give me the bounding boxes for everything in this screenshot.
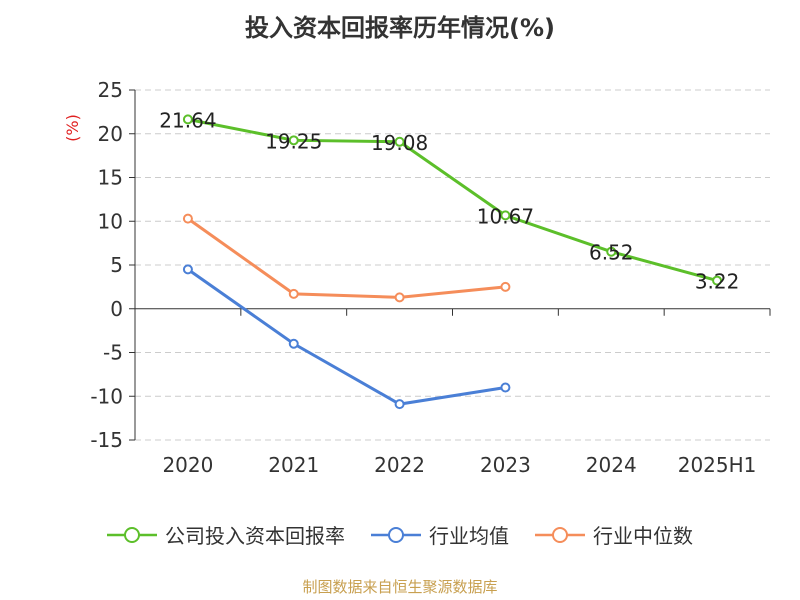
data-label: 3.22 xyxy=(695,270,740,294)
legend-swatch-company-roic xyxy=(107,526,157,543)
data-point xyxy=(288,338,299,349)
data-point xyxy=(500,281,511,292)
data-point xyxy=(288,288,299,299)
legend-label-industry-median: 行业中位数 xyxy=(593,524,693,548)
data-point xyxy=(394,136,405,147)
y-tick-label: 0 xyxy=(110,297,123,321)
x-tick-label: 2020 xyxy=(162,453,213,477)
legend-label-company-roic: 公司投入资本回报率 xyxy=(165,524,345,548)
data-point xyxy=(712,275,723,286)
data-label: 6.52 xyxy=(589,241,634,265)
chart-title: 投入资本回报率历年情况(%) xyxy=(245,14,555,42)
data-point xyxy=(500,210,511,221)
data-point xyxy=(182,264,193,275)
data-point xyxy=(500,382,511,393)
data-point xyxy=(394,399,405,410)
y-tick-label: 10 xyxy=(98,209,123,233)
y-tick-label: 5 xyxy=(110,253,123,277)
legend-item-industry-mean[interactable]: 行业均值 xyxy=(371,520,509,549)
y-tick-label: 15 xyxy=(98,166,123,190)
data-point xyxy=(394,292,405,303)
legend-item-industry-median[interactable]: 行业中位数 xyxy=(535,520,693,549)
y-tick-label: -10 xyxy=(90,384,123,408)
legend: 公司投入资本回报率 行业均值 行业中位数 xyxy=(0,520,800,549)
x-tick-label: 2024 xyxy=(586,453,637,477)
data-label: 10.67 xyxy=(477,204,534,228)
x-tick-label: 2021 xyxy=(268,453,319,477)
series-line xyxy=(187,217,506,299)
legend-swatch-industry-median xyxy=(535,526,585,543)
data-point xyxy=(606,246,617,257)
legend-label-industry-mean: 行业均值 xyxy=(429,524,509,548)
legend-swatch-industry-mean xyxy=(371,526,421,543)
x-tick-label: 2025H1 xyxy=(678,453,757,477)
legend-item-company-roic[interactable]: 公司投入资本回报率 xyxy=(107,520,345,549)
data-point xyxy=(288,135,299,146)
data-label: 19.08 xyxy=(371,131,428,155)
x-tick-label: 2022 xyxy=(374,453,425,477)
data-source-note: 制图数据来自恒生聚源数据库 xyxy=(302,578,498,596)
y-tick-label: 25 xyxy=(98,78,123,102)
y-tick-label: -15 xyxy=(90,428,123,452)
data-point xyxy=(182,114,193,125)
series-line xyxy=(187,117,718,283)
y-tick-label: -5 xyxy=(103,341,123,365)
data-label: 19.25 xyxy=(265,129,322,153)
y-tick-label: 20 xyxy=(98,122,123,146)
data-label: 21.64 xyxy=(159,108,216,132)
data-point xyxy=(182,213,193,224)
y-axis-label: (%) xyxy=(63,114,82,142)
x-tick-label: 2023 xyxy=(480,453,531,477)
series-line xyxy=(187,268,506,406)
